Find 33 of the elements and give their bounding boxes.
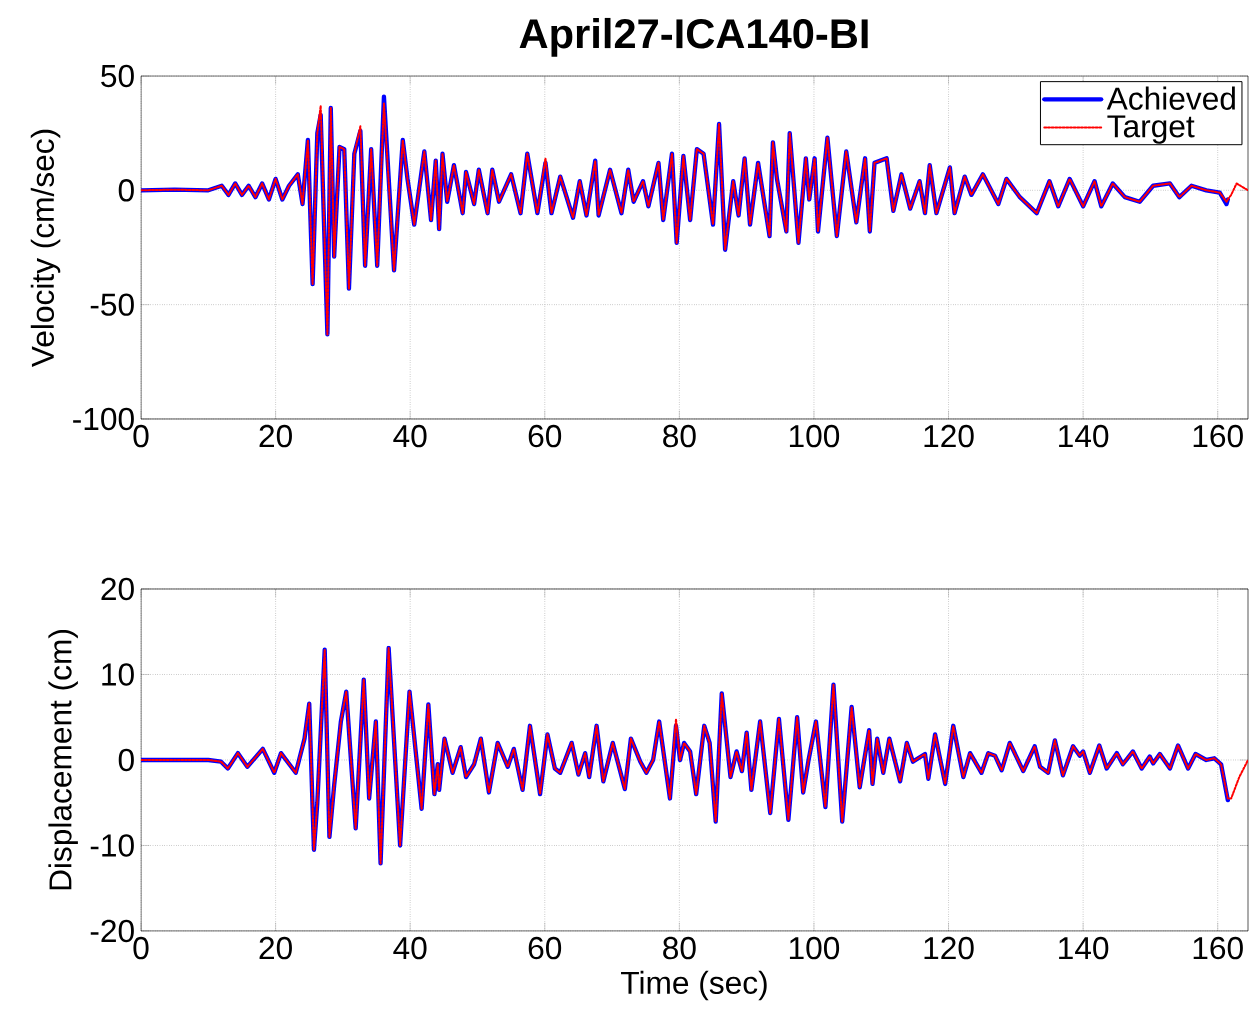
y-tick-label: 0 — [118, 179, 134, 202]
x-tick-label: 0 — [133, 936, 149, 960]
x-tick-label: 160 — [1193, 424, 1243, 448]
y-axis-title: Displacement (cm) — [48, 630, 78, 890]
x-tick-label: 0 — [133, 424, 149, 448]
x-tick-label: 60 — [528, 424, 562, 448]
y-axis-title: Velocity (cm/sec) — [30, 129, 61, 368]
x-tick-label: 100 — [789, 936, 840, 960]
legend-label: Achieved — [1106, 86, 1235, 110]
x-tick-label: 140 — [1059, 424, 1109, 448]
x-tick-label: 100 — [789, 424, 840, 448]
x-tick-label: 40 — [393, 936, 427, 960]
x-tick-label: 80 — [663, 424, 696, 448]
x-tick-label: 20 — [259, 424, 292, 448]
y-tick-label: -10 — [90, 834, 134, 857]
x-tick-label: 160 — [1193, 936, 1243, 960]
chart-title: April27-ICA140-BI — [519, 17, 868, 57]
x-axis-title: Time (sec) — [621, 970, 767, 1001]
y-tick-label: 50 — [101, 64, 134, 88]
x-tick-label: 40 — [393, 424, 427, 448]
legend-label: Target — [1107, 115, 1195, 144]
y-tick-label: -100 — [73, 407, 134, 431]
y-tick-label: 0 — [118, 748, 134, 772]
x-tick-label: 120 — [924, 936, 974, 960]
y-tick-label: -50 — [90, 293, 134, 316]
y-tick-label: 20 — [101, 577, 134, 601]
y-tick-label: -20 — [90, 919, 134, 943]
y-tick-label: 10 — [102, 663, 134, 686]
x-tick-label: 140 — [1059, 936, 1109, 960]
x-tick-label: 60 — [528, 936, 562, 960]
x-tick-label: 80 — [663, 936, 696, 960]
x-tick-label: 120 — [924, 424, 974, 448]
x-tick-label: 20 — [259, 936, 292, 960]
